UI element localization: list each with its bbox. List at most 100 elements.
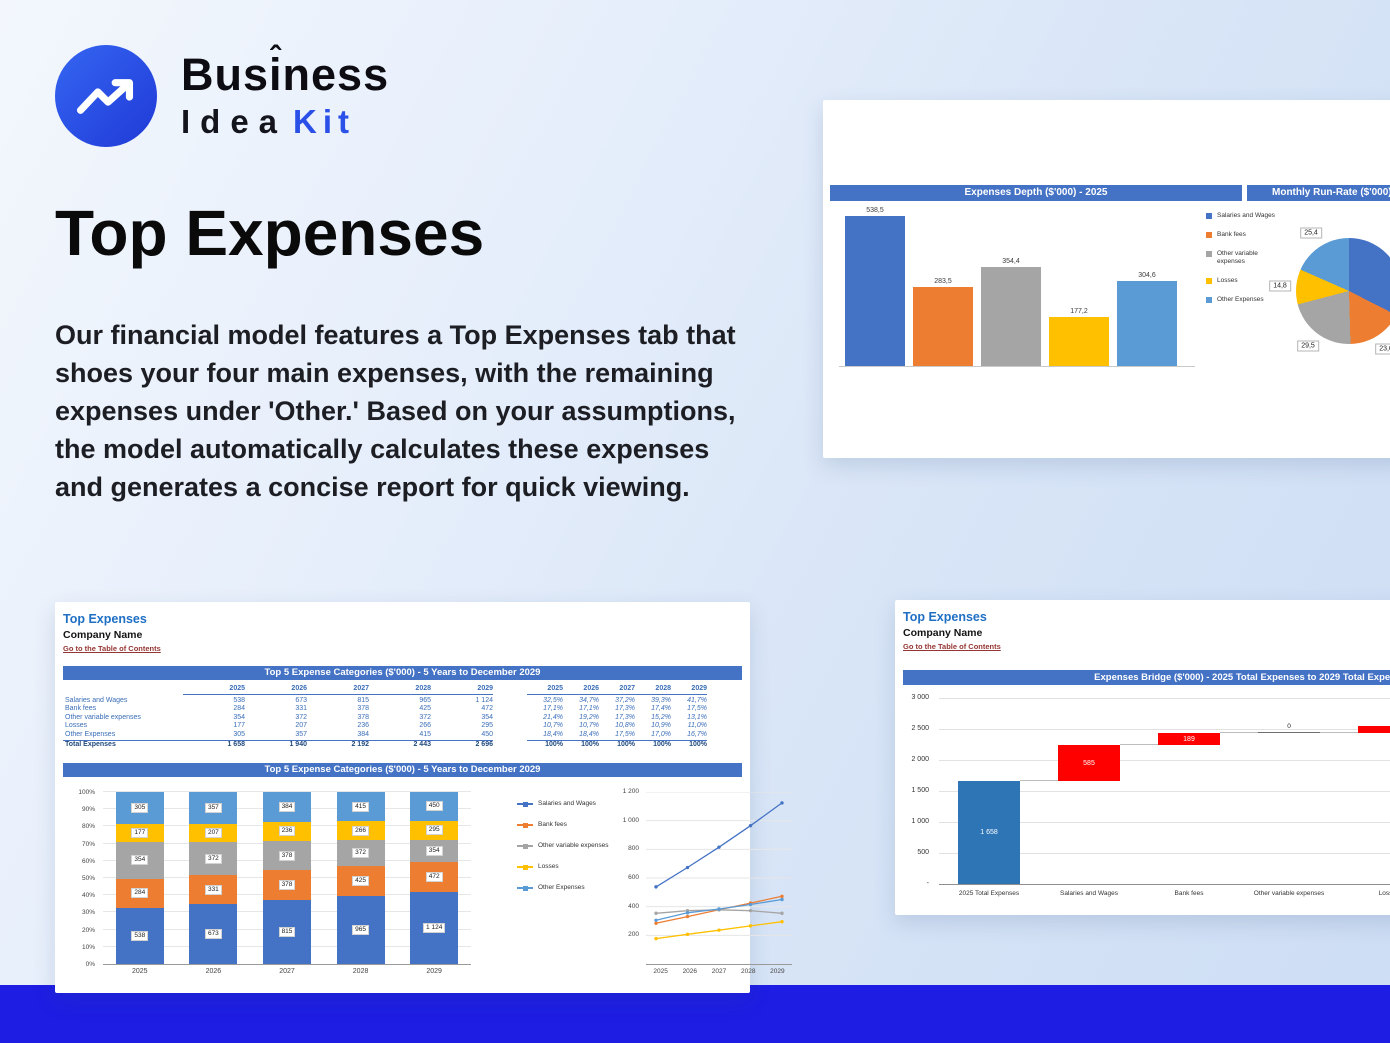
segment-value-label: 1 124: [423, 923, 446, 934]
bar-segment: 305: [115, 792, 164, 824]
stacked-bar-plot: 538 284 354 177 305 673 331 372 207 357 815 378 378 2…: [103, 791, 471, 965]
waterfall-chart: 3 000 2 500 2 000 1 500 1 000 500 - 1 658 585 18…: [901, 692, 1390, 910]
stacked-bar: 538 284 354 177 305: [115, 792, 164, 964]
line-series-1: [655, 802, 783, 888]
legend-label: Losses: [1217, 277, 1238, 284]
company-name: Company Name: [63, 629, 143, 641]
axis-category-label: 2027: [279, 968, 295, 975]
axis-tick-label: 3 000: [911, 694, 929, 701]
cell-percent: 10,7%: [543, 722, 563, 730]
cell-value: 236: [357, 722, 369, 730]
bar: [1117, 281, 1177, 366]
row-label: Other variable expenses: [65, 713, 141, 721]
axis-category-label: 2025: [132, 968, 148, 975]
axis-tick-label: 200: [628, 931, 639, 939]
segment-value-label: 295: [425, 825, 443, 836]
bar-segment: 378: [263, 870, 311, 901]
cell-percent: 19,2%: [579, 713, 599, 721]
waterfall-bar: 189: [1158, 733, 1220, 745]
axis-category-label: 2028: [740, 968, 756, 975]
segment-value-label: 305: [131, 802, 149, 813]
cell-value: 266: [419, 722, 431, 730]
axis-tick-label: 500: [917, 849, 929, 856]
cell-percent: 15,2%: [651, 713, 671, 721]
bar-value-label: 1 658: [980, 829, 998, 837]
bar-segment: 357: [189, 792, 238, 824]
bar-column: 304,6: [1117, 272, 1177, 366]
chart-legend: Salaries and Wages Bank fees Other variabl…: [517, 800, 611, 905]
segment-value-label: 354: [425, 845, 443, 856]
spacer: [493, 705, 527, 714]
column-header-year: 2025: [183, 685, 245, 695]
data-point: [780, 897, 784, 902]
table-row: Other Expenses 305 357 384 415 450 18,4% 18,4% 1…: [63, 731, 742, 740]
cell-value: 1 658: [183, 739, 245, 750]
gridline: [939, 698, 1390, 699]
legend-marker: [517, 843, 533, 849]
table-row: Bank fees 284 331 378 425 472 17,1% 17,1% 17,3% 1…: [63, 705, 742, 714]
logo-text-pre: Bus: [181, 49, 270, 100]
table-header-row: 2025 2026 2027 2028 2029 2025 2026 2027 2028 2029: [63, 685, 742, 695]
cell-percent: 32,5%: [543, 696, 563, 704]
logo-caret-accent: ˆ: [269, 40, 282, 76]
spacer: [493, 740, 527, 750]
cell-percent: 18,4%: [579, 730, 599, 738]
axis-category-label: 2025: [653, 968, 668, 975]
table-of-contents-link[interactable]: Go to the Table of Contents: [903, 642, 1001, 651]
bar: [913, 287, 973, 366]
segment-value-label: 415: [352, 801, 370, 812]
cell-percent: 100%: [563, 739, 599, 750]
bar-segment: 378: [263, 840, 311, 871]
axis-tick-label: 800: [628, 845, 639, 853]
cell-value: 378: [357, 713, 369, 721]
legend-item: Salaries and Wages: [517, 800, 611, 808]
axis-category-label: Losses: [1378, 890, 1390, 897]
screenshot-expenses-bridge: Top Expenses Company Name Go to the Tabl…: [895, 600, 1390, 915]
cell-value: 1 940: [245, 739, 307, 750]
segment-value-label: 450: [425, 801, 443, 812]
logo-letter: i: [269, 49, 283, 100]
x-axis-labels: 2025 2026 2027 2028 2029: [103, 968, 471, 975]
expenses-line-svg: [646, 791, 792, 941]
cell-value: 815: [357, 696, 369, 704]
table-of-contents-link[interactable]: Go to the Table of Contents: [63, 644, 161, 653]
spacer: [493, 731, 527, 740]
bar-value-label: 304,6: [1138, 272, 1156, 280]
cell-percent: 16,7%: [687, 730, 707, 738]
legend-marker: [1206, 278, 1212, 284]
column-header-year: 2029: [671, 685, 707, 695]
cell-percent: 17,5%: [687, 705, 707, 713]
waterfall-bar: [1358, 725, 1390, 734]
cell-percent: 17,1%: [579, 705, 599, 713]
bar-value-label: 538,5: [866, 207, 884, 214]
expenses-depth-bar-chart: 538,5 283,5 354,4 177,2 304,6: [839, 204, 1195, 367]
row-label: Salaries and Wages: [65, 696, 128, 704]
legend-item: Other variable expenses: [517, 842, 611, 850]
bar-value-label: 177,2: [1070, 307, 1088, 315]
segment-value-label: 384: [278, 802, 296, 813]
chart-title-bar-runrate: Monthly Run-Rate ($'000): [1247, 185, 1390, 201]
data-point: [654, 918, 658, 922]
bar-value-label: 189: [1183, 735, 1195, 743]
cell-percent: 17,5%: [615, 730, 635, 738]
data-point: [748, 908, 753, 913]
data-point: [717, 928, 721, 932]
logo-word-kit: Kit: [293, 103, 356, 140]
bar: [981, 267, 1041, 366]
gridline: [939, 729, 1390, 730]
cell-percent: 17,3%: [615, 705, 635, 713]
legend-label: Losses: [538, 863, 559, 870]
x-axis-labels: 2025 2026 2027 2028 2029: [646, 968, 792, 975]
stacked-bar: 673 331 372 207 357: [189, 792, 238, 964]
data-point: [685, 932, 690, 937]
axis-tick-label: 1 200: [622, 788, 639, 795]
legend-item: Other Expenses: [517, 884, 611, 892]
column-header-year: 2027: [599, 685, 635, 695]
waterfall-plot: 1 658 585 189 0: [939, 698, 1390, 885]
cell-percent: 37,2%: [615, 696, 635, 704]
cell-value: 673: [295, 696, 307, 704]
axis-tick-label: 2 500: [911, 725, 929, 732]
bar-value-label: 585: [1083, 759, 1095, 767]
axis-category-label: 2028: [352, 968, 369, 975]
